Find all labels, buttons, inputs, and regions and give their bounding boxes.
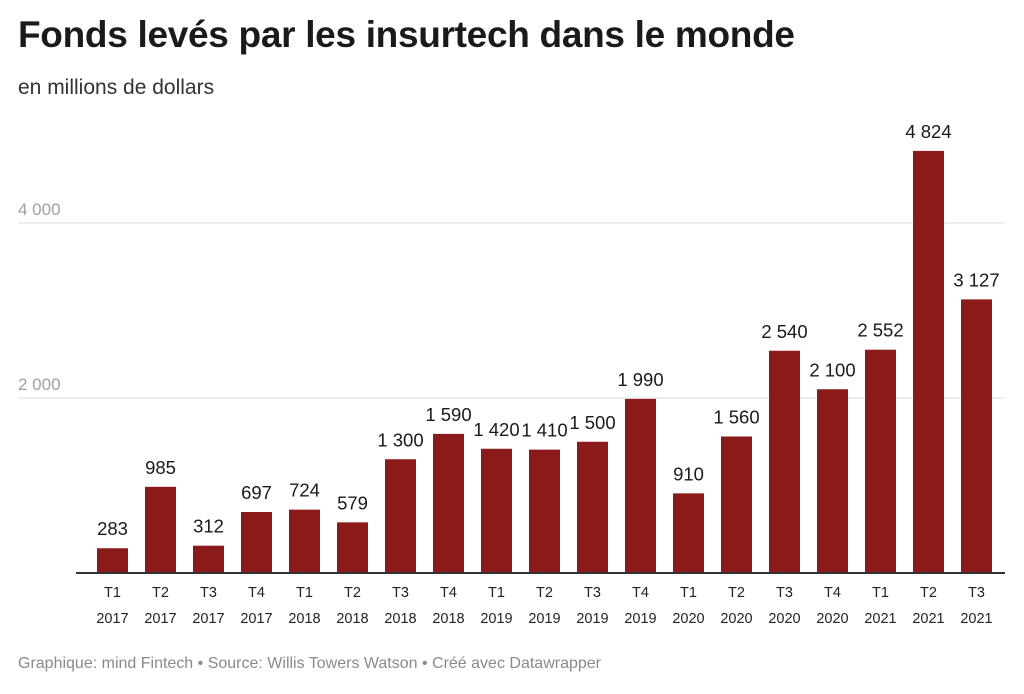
x-tick-label-quarter: T3 (200, 585, 217, 601)
bar (625, 398, 656, 573)
bar-value-label: 2 552 (857, 320, 903, 341)
bar (385, 459, 416, 573)
x-tick-label-year: 2020 (768, 611, 800, 627)
bar-value-label: 579 (337, 492, 368, 513)
x-tick-label-year: 2017 (96, 611, 128, 627)
x-tick-label-quarter: T1 (296, 585, 313, 601)
x-tick-label-year: 2018 (336, 611, 368, 627)
bar (817, 389, 848, 573)
x-tick-label-year: 2021 (912, 611, 944, 627)
bar (913, 150, 944, 573)
x-tick-label-quarter: T4 (632, 585, 649, 601)
y-tick-label: 4 000 (18, 200, 61, 219)
bar (481, 448, 512, 573)
category-labels: T1 2017 T2 2017 T3 2017 T4 2017 T1 2018 T2 2018 T3 20… (96, 585, 992, 627)
bar (337, 522, 368, 573)
bar-value-label: 1 300 (377, 429, 423, 450)
bar (97, 548, 128, 573)
bar (241, 512, 272, 573)
chart-footer: Graphique: mind Fintech • Source: Willis… (18, 655, 601, 672)
x-tick-label-quarter: T2 (344, 585, 361, 601)
bar (721, 436, 752, 573)
bar-value-label: 1 420 (473, 419, 519, 440)
bar (673, 493, 704, 573)
x-tick-label-quarter: T2 (536, 585, 553, 601)
x-tick-label-quarter: T1 (872, 585, 889, 601)
bar (577, 441, 608, 573)
bar (289, 509, 320, 573)
bar-value-label: 724 (289, 480, 320, 501)
bar-value-label: 2 540 (761, 321, 807, 342)
bar-value-label: 3 127 (953, 269, 999, 290)
bar-value-label: 910 (673, 463, 704, 484)
x-tick-label-quarter: T4 (824, 585, 841, 601)
x-tick-label-year: 2018 (288, 611, 320, 627)
x-tick-label-year: 2020 (672, 611, 704, 627)
bar (433, 433, 464, 573)
x-tick-label-year: 2017 (144, 611, 176, 627)
x-tick-label-year: 2019 (624, 611, 656, 627)
bars (97, 150, 992, 573)
bar-value-label: 4 824 (905, 121, 951, 142)
x-tick-label-year: 2017 (192, 611, 224, 627)
x-tick-label-quarter: T3 (776, 585, 793, 601)
x-tick-label-quarter: T4 (248, 585, 265, 601)
bar-value-label: 1 500 (569, 412, 615, 433)
bar (529, 449, 560, 573)
x-tick-label-year: 2018 (432, 611, 464, 627)
bar-value-label: 1 410 (521, 420, 567, 441)
bar (865, 349, 896, 573)
bar-value-label: 1 590 (425, 404, 471, 425)
chart-title: Fonds levés par les insurtech dans le mo… (18, 14, 795, 55)
x-tick-label-quarter: T1 (488, 585, 505, 601)
x-tick-label-year: 2019 (480, 611, 512, 627)
x-tick-label-year: 2021 (960, 611, 992, 627)
x-tick-label-quarter: T1 (104, 585, 121, 601)
x-tick-label-quarter: T3 (392, 585, 409, 601)
bar (769, 350, 800, 573)
x-tick-label-year: 2020 (720, 611, 752, 627)
bar-value-label: 1 990 (617, 369, 663, 390)
bar-value-label: 1 560 (713, 407, 759, 428)
bar-value-label: 2 100 (809, 359, 855, 380)
bar-value-label: 985 (145, 457, 176, 478)
x-tick-label-quarter: T2 (920, 585, 937, 601)
bar (193, 545, 224, 573)
x-tick-label-year: 2019 (528, 611, 560, 627)
bar (961, 299, 992, 573)
bar-value-label: 283 (97, 518, 128, 539)
x-tick-label-year: 2021 (864, 611, 896, 627)
bar-value-label: 312 (193, 516, 224, 537)
y-tick-label: 2 000 (18, 375, 61, 394)
x-tick-label-quarter: T3 (584, 585, 601, 601)
chart-subtitle: en millions de dollars (18, 76, 215, 99)
x-tick-label-year: 2019 (576, 611, 608, 627)
x-tick-label-quarter: T2 (728, 585, 745, 601)
x-tick-label-year: 2020 (816, 611, 848, 627)
x-tick-label-quarter: T3 (968, 585, 985, 601)
bar (145, 486, 176, 573)
x-tick-label-quarter: T4 (440, 585, 457, 601)
x-tick-label-quarter: T2 (152, 585, 169, 601)
x-tick-label-quarter: T1 (680, 585, 697, 601)
x-tick-label-year: 2017 (240, 611, 272, 627)
x-tick-label-year: 2018 (384, 611, 416, 627)
bar-value-label: 697 (241, 482, 272, 503)
gridlines: 2 000 4 000 (18, 200, 1005, 399)
